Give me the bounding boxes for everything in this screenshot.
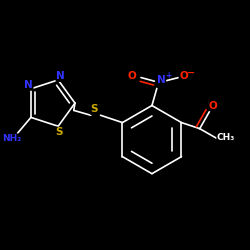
Text: O: O (179, 71, 188, 81)
Text: NH₂: NH₂ (2, 134, 21, 143)
Text: O: O (209, 100, 218, 110)
Text: N: N (56, 71, 65, 81)
Text: O: O (127, 71, 136, 81)
Text: −: − (187, 68, 196, 78)
Text: S: S (91, 104, 98, 114)
Text: +: + (165, 71, 171, 80)
Text: N: N (24, 80, 33, 90)
Text: N: N (157, 75, 166, 85)
Text: S: S (56, 127, 63, 137)
Text: CH₃: CH₃ (217, 134, 235, 142)
